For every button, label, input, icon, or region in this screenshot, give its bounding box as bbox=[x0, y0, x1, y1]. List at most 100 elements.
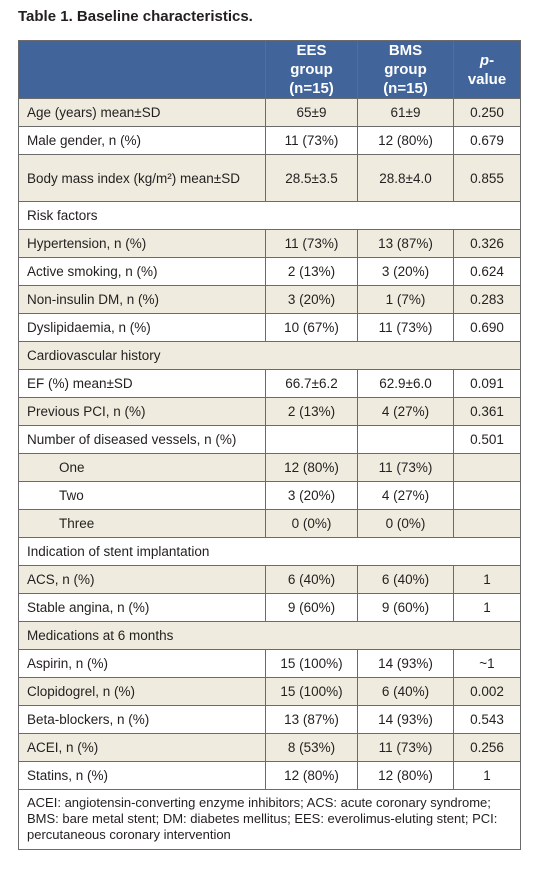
data-row: ACS, n (%) 6 (40%) 6 (40%) 1 bbox=[18, 565, 521, 594]
row-label: ACEI, n (%) bbox=[18, 733, 266, 762]
column-header: p-value bbox=[453, 40, 521, 99]
data-row: Male gender, n (%) 11 (73%) 12 (80%) 0.679 bbox=[18, 126, 521, 155]
cell: 0.361 bbox=[453, 397, 521, 426]
row-label: Beta-blockers, n (%) bbox=[18, 705, 266, 734]
cell: 12 (80%) bbox=[265, 453, 358, 482]
cell: 0.002 bbox=[453, 677, 521, 706]
data-row: Age (years) mean±SD 65±9 61±9 0.250 bbox=[18, 98, 521, 127]
table-title: Table 1. Baseline characteristics. bbox=[18, 8, 253, 25]
cell: 11 (73%) bbox=[357, 733, 454, 762]
header-row: EES group (n=15) BMS group (n=15) p-value bbox=[18, 40, 521, 99]
row-label: Two bbox=[18, 481, 266, 510]
data-row: Active smoking, n (%) 2 (13%) 3 (20%) 0.624 bbox=[18, 257, 521, 286]
data-row: Beta-blockers, n (%) 13 (87%) 14 (93%) 0.54… bbox=[18, 705, 521, 734]
cell bbox=[265, 425, 358, 454]
cell: 0.256 bbox=[453, 733, 521, 762]
column-header: BMS group (n=15) bbox=[357, 40, 454, 99]
cell: 4 (27%) bbox=[357, 397, 454, 426]
section-label: Cardiovascular history bbox=[18, 341, 521, 370]
cell: 13 (87%) bbox=[357, 229, 454, 258]
data-row: Statins, n (%) 12 (80%) 12 (80%) 1 bbox=[18, 761, 521, 790]
data-row: Three 0 (0%) 0 (0%) bbox=[18, 509, 521, 538]
row-label: Dyslipidaemia, n (%) bbox=[18, 313, 266, 342]
cell: 66.7±6.2 bbox=[265, 369, 358, 398]
cell: 11 (73%) bbox=[265, 126, 358, 155]
data-row: Aspirin, n (%) 15 (100%) 14 (93%) ~1 bbox=[18, 649, 521, 678]
cell: 14 (93%) bbox=[357, 649, 454, 678]
footnote-row: ACEI: angiotensin-converting enzyme inhi… bbox=[18, 789, 521, 850]
section-label: Medications at 6 months bbox=[18, 621, 521, 650]
cell: 0 (0%) bbox=[357, 509, 454, 538]
data-row: Hypertension, n (%) 11 (73%) 13 (87%) 0.326 bbox=[18, 229, 521, 258]
cell: 11 (73%) bbox=[357, 453, 454, 482]
cell: 65±9 bbox=[265, 98, 358, 127]
cell: 12 (80%) bbox=[357, 126, 454, 155]
row-label: Aspirin, n (%) bbox=[18, 649, 266, 678]
cell: 2 (13%) bbox=[265, 257, 358, 286]
cell: 1 (7%) bbox=[357, 285, 454, 314]
cell: 9 (60%) bbox=[357, 593, 454, 622]
row-label: Statins, n (%) bbox=[18, 761, 266, 790]
table: EES group (n=15) BMS group (n=15) p-value … bbox=[18, 40, 521, 850]
data-row: ACEI, n (%) 8 (53%) 11 (73%) 0.256 bbox=[18, 733, 521, 762]
cell bbox=[357, 425, 454, 454]
cell: 14 (93%) bbox=[357, 705, 454, 734]
cell: 15 (100%) bbox=[265, 649, 358, 678]
cell: 0.250 bbox=[453, 98, 521, 127]
section-row: Cardiovascular history bbox=[18, 341, 521, 370]
data-row: One 12 (80%) 11 (73%) bbox=[18, 453, 521, 482]
cell bbox=[453, 481, 521, 510]
cell: 11 (73%) bbox=[357, 313, 454, 342]
section-row: Indication of stent implantation bbox=[18, 537, 521, 566]
row-label: EF (%) mean±SD bbox=[18, 369, 266, 398]
section-row: Risk factors bbox=[18, 201, 521, 230]
cell: 6 (40%) bbox=[357, 565, 454, 594]
cell: 4 (27%) bbox=[357, 481, 454, 510]
cell: 10 (67%) bbox=[265, 313, 358, 342]
cell: 3 (20%) bbox=[357, 257, 454, 286]
cell: 0.855 bbox=[453, 154, 521, 202]
cell: 3 (20%) bbox=[265, 481, 358, 510]
cell: 1 bbox=[453, 761, 521, 790]
row-label: Previous PCI, n (%) bbox=[18, 397, 266, 426]
column-header: EES group (n=15) bbox=[265, 40, 358, 99]
cell: 2 (13%) bbox=[265, 397, 358, 426]
data-row: EF (%) mean±SD 66.7±6.2 62.9±6.0 0.091 bbox=[18, 369, 521, 398]
cell: 28.8±4.0 bbox=[357, 154, 454, 202]
cell bbox=[453, 509, 521, 538]
data-row: Number of diseased vessels, n (%) 0.501 bbox=[18, 425, 521, 454]
row-label: Hypertension, n (%) bbox=[18, 229, 266, 258]
cell: 9 (60%) bbox=[265, 593, 358, 622]
cell: 61±9 bbox=[357, 98, 454, 127]
cell: 12 (80%) bbox=[357, 761, 454, 790]
row-label: Active smoking, n (%) bbox=[18, 257, 266, 286]
cell: 0 (0%) bbox=[265, 509, 358, 538]
section-label: Risk factors bbox=[18, 201, 521, 230]
row-label: Clopidogrel, n (%) bbox=[18, 677, 266, 706]
data-row: Non-insulin DM, n (%) 3 (20%) 1 (7%) 0.283 bbox=[18, 285, 521, 314]
cell: 0.690 bbox=[453, 313, 521, 342]
cell: 12 (80%) bbox=[265, 761, 358, 790]
data-row: Stable angina, n (%) 9 (60%) 9 (60%) 1 bbox=[18, 593, 521, 622]
cell: 3 (20%) bbox=[265, 285, 358, 314]
cell: 8 (53%) bbox=[265, 733, 358, 762]
cell: 0.624 bbox=[453, 257, 521, 286]
row-label: Number of diseased vessels, n (%) bbox=[18, 425, 266, 454]
data-row: Dyslipidaemia, n (%) 10 (67%) 11 (73%) 0.69… bbox=[18, 313, 521, 342]
cell: 13 (87%) bbox=[265, 705, 358, 734]
row-label: Age (years) mean±SD bbox=[18, 98, 266, 127]
row-label: Stable angina, n (%) bbox=[18, 593, 266, 622]
cell: 0.543 bbox=[453, 705, 521, 734]
cell: 0.091 bbox=[453, 369, 521, 398]
data-row: Previous PCI, n (%) 2 (13%) 4 (27%) 0.361 bbox=[18, 397, 521, 426]
section-row: Medications at 6 months bbox=[18, 621, 521, 650]
cell: 0.326 bbox=[453, 229, 521, 258]
data-row: Body mass index (kg/m²) mean±SD 28.5±3.5 2… bbox=[18, 154, 521, 202]
cell bbox=[453, 453, 521, 482]
cell: 0.283 bbox=[453, 285, 521, 314]
cell: 11 (73%) bbox=[265, 229, 358, 258]
cell: 1 bbox=[453, 593, 521, 622]
cell: 0.679 bbox=[453, 126, 521, 155]
row-label: Non-insulin DM, n (%) bbox=[18, 285, 266, 314]
